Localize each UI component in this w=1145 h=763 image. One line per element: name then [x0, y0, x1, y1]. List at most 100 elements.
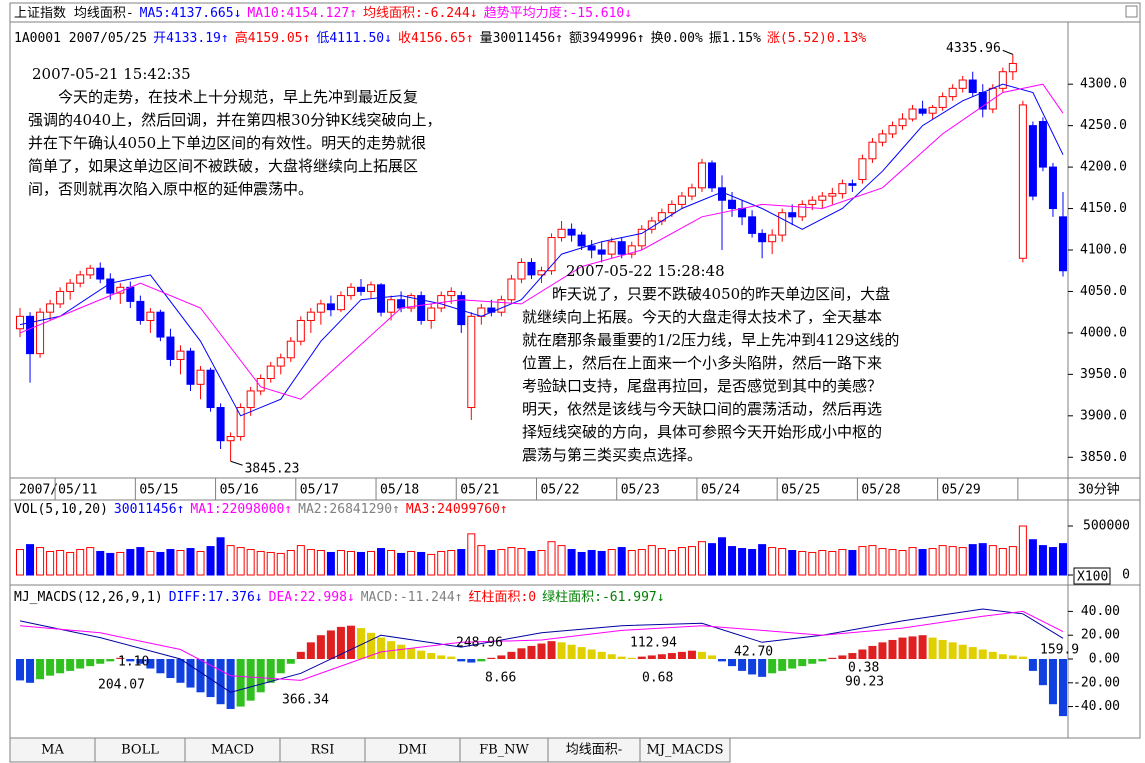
macd-bar	[577, 647, 586, 659]
macd-bar	[326, 630, 335, 659]
volume-bar	[46, 550, 55, 576]
candle-body	[888, 125, 897, 135]
macd-bar	[978, 649, 987, 659]
candle-body	[687, 187, 696, 197]
macd-bar	[697, 651, 706, 659]
window-button[interactable]	[1125, 5, 1138, 18]
macd-bar	[547, 641, 556, 659]
tab-label[interactable]: BOLL	[121, 743, 159, 758]
legend-item: 上证指数 均线面积-	[14, 6, 134, 21]
volume-bar	[507, 547, 516, 576]
note-line: 就在磨那条最重要的1/2压力线，早上先冲到4129这线的	[522, 331, 899, 349]
note-line: 震荡与第三类买卖点选择。	[522, 446, 702, 464]
macd-bar	[276, 659, 285, 674]
legend-item: 额3949996↑	[569, 31, 645, 46]
note-line: 择短线突破的方向，具体可参照今天开始形成小中枢的	[522, 423, 882, 441]
macd-bar	[427, 653, 436, 659]
volume-bar	[76, 549, 85, 576]
candle-body	[517, 261, 526, 280]
x-tick-label: 05/21	[460, 483, 499, 498]
tab-label[interactable]: DMI	[398, 743, 427, 758]
candle-body	[166, 336, 175, 360]
note-line: 今天的走势，在技术上十分规范，早上先冲到最近反复	[28, 88, 418, 106]
volume-bar	[798, 550, 807, 576]
x-tick-label: 05/17	[300, 483, 339, 498]
candle-body	[146, 311, 155, 321]
tab[interactable]	[547, 737, 641, 763]
y-tick-label: 4150.0	[1080, 201, 1127, 216]
macd-bar	[1038, 659, 1047, 686]
volume-bar	[547, 541, 556, 576]
macd-bar	[46, 659, 55, 676]
candle-body	[1038, 120, 1047, 168]
volume-bar	[266, 551, 275, 576]
x-tick-label: 05/16	[220, 483, 259, 498]
candle-body	[206, 369, 215, 409]
macd-bar	[637, 656, 646, 659]
candle-body	[1028, 125, 1037, 197]
tab[interactable]	[364, 737, 461, 763]
macd-bar	[296, 651, 305, 659]
volume-bar	[316, 550, 325, 576]
x-tick-label: 05/29	[942, 483, 981, 498]
candle-body	[306, 311, 315, 321]
y-tick-label: 4200.0	[1080, 160, 1127, 175]
macd-bar	[136, 659, 145, 664]
volume-bar	[196, 550, 205, 576]
tab[interactable]	[94, 737, 186, 763]
volume-bar	[738, 548, 747, 576]
macd-bar	[186, 659, 195, 688]
candle-body	[296, 319, 305, 342]
volume-bar	[828, 550, 837, 576]
macd-bar	[677, 651, 686, 659]
x-tick-label: 05/24	[701, 483, 740, 498]
x-tick-label: 05/23	[621, 483, 660, 498]
candle-body	[1058, 216, 1067, 272]
volume-bar	[667, 550, 676, 576]
tab-label[interactable]: MA	[41, 743, 64, 758]
tab-label[interactable]: FB_NW	[479, 743, 529, 758]
macd-bar	[407, 648, 416, 659]
volume-bar	[768, 547, 777, 576]
volume-bar	[577, 551, 586, 576]
macd-bar	[367, 632, 376, 659]
volume-bar	[206, 546, 215, 576]
candle-body	[236, 407, 245, 438]
legend-item: MA10:4154.127↑	[247, 6, 357, 21]
tab-label[interactable]: RSI	[311, 743, 335, 758]
x-tick-label: 05/28	[861, 483, 900, 498]
candle-body	[858, 158, 867, 181]
macd-bar	[948, 642, 957, 659]
volume-bar	[918, 549, 927, 576]
macd-bar	[467, 659, 476, 663]
macd-bar	[437, 655, 446, 659]
tab-label[interactable]: 均线面积-	[566, 743, 622, 758]
candle-body	[788, 212, 797, 218]
volume-bar	[858, 546, 867, 576]
macd-bar	[497, 655, 506, 659]
volume-bar	[567, 549, 576, 576]
volume-bar	[56, 550, 65, 576]
candle-body	[66, 282, 75, 292]
y-tick-label: 0	[1122, 568, 1130, 583]
tab-label[interactable]: MACD	[211, 743, 254, 758]
tab[interactable]	[9, 737, 96, 763]
legend-item: DIFF:17.376↓	[169, 590, 263, 605]
volume-bar	[617, 547, 626, 576]
tab[interactable]	[639, 737, 731, 763]
volume-bar	[306, 549, 315, 576]
volume-bar	[808, 551, 817, 576]
moving-average-line	[19, 83, 1064, 400]
tab[interactable]	[279, 737, 366, 763]
candle-body	[768, 234, 777, 243]
volume-bar	[1018, 525, 1027, 576]
tab-label[interactable]: MJ_MACDS	[647, 743, 724, 758]
legend-item: DEA:22.998↓	[269, 590, 355, 605]
indicator-line	[19, 608, 1064, 693]
candle-body	[407, 295, 416, 309]
macd-bar	[26, 659, 35, 683]
legend-item: 收4156.65↑	[398, 31, 474, 46]
macd-bar	[417, 650, 426, 659]
candle-body	[617, 241, 626, 255]
volume-bar	[728, 546, 737, 576]
